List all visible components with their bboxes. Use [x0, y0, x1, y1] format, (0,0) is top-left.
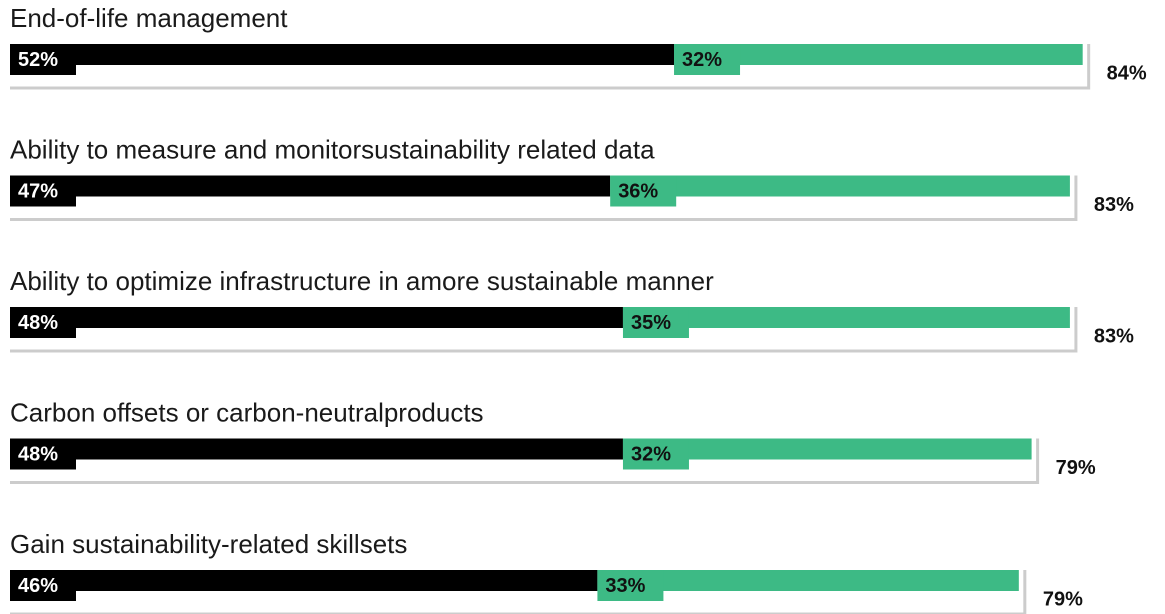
bar-segment [10, 44, 675, 65]
category-label: Ability to measure and monitorsustainabi… [10, 134, 655, 164]
total-label: 79% [1056, 457, 1096, 479]
value-label: 35% [631, 312, 671, 334]
label-box [10, 307, 76, 338]
total-label: 84% [1107, 62, 1147, 84]
total-label: 79% [1043, 588, 1083, 610]
bar-segment [10, 438, 623, 460]
value-label: 32% [682, 49, 722, 71]
label-box [674, 44, 741, 75]
category-label: Gain sustainability-related skillsets [10, 529, 407, 559]
bar-segment [10, 570, 598, 591]
value-label: 48% [18, 312, 58, 334]
label-box [597, 570, 664, 601]
bracket [10, 44, 1091, 90]
bracket [10, 438, 1040, 484]
value-label: 46% [18, 575, 58, 597]
value-label: 33% [605, 575, 645, 597]
label-box [10, 175, 76, 207]
bar-segment [622, 438, 1032, 460]
value-label: 47% [18, 180, 58, 202]
label-box [10, 438, 76, 470]
bracket [10, 570, 1027, 614]
bar-segment [674, 44, 1083, 65]
category-label: Ability to optimize infrastructure in am… [10, 266, 714, 296]
bar-segment [622, 307, 1070, 328]
value-label: 32% [631, 443, 671, 465]
total-label: 83% [1094, 194, 1134, 216]
category-label: End-of-life management [10, 3, 288, 33]
total-label: 83% [1094, 325, 1134, 347]
label-box [10, 570, 76, 601]
label-box [10, 44, 76, 75]
bracket [10, 175, 1078, 221]
category-label: Carbon offsets or carbon-neutralproducts [10, 397, 484, 427]
value-label: 36% [618, 180, 658, 202]
bar-segment [10, 307, 623, 328]
label-box [622, 307, 689, 338]
bracket [10, 307, 1078, 353]
bar-segment [597, 570, 1019, 591]
label-box [610, 175, 677, 207]
label-box [622, 438, 689, 470]
value-label: 48% [18, 443, 58, 465]
bar-segment [610, 175, 1070, 197]
value-label: 52% [18, 49, 58, 71]
bar-segment [10, 175, 611, 197]
